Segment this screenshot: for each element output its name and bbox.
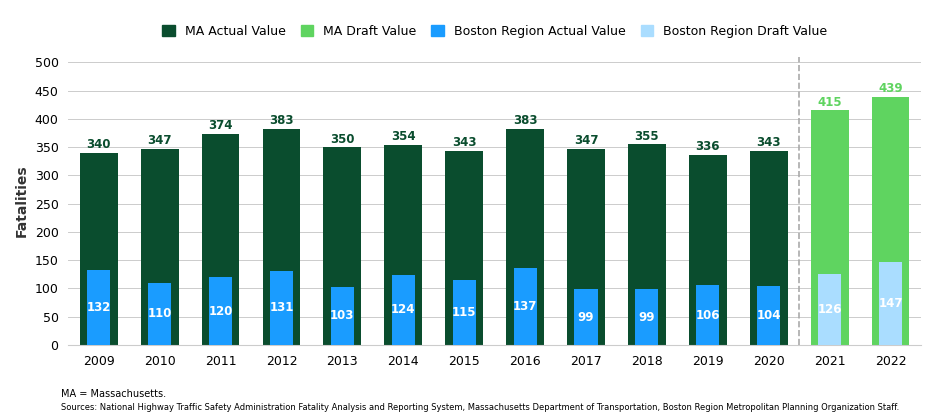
Bar (87, 270, 110, 345)
Bar (567, 149, 605, 345)
Bar (263, 129, 300, 345)
Text: Sources: National Highway Traffic Safety Administration Fatality Analysis and Re: Sources: National Highway Traffic Safety… (61, 403, 899, 412)
Bar (757, 286, 781, 345)
Text: 347: 347 (147, 134, 172, 147)
Text: 355: 355 (635, 130, 659, 143)
Text: MA = Massachusetts.: MA = Massachusetts. (61, 389, 166, 399)
Text: 126: 126 (817, 303, 841, 316)
Text: 137: 137 (513, 300, 537, 313)
Text: 99: 99 (638, 310, 655, 324)
Text: 343: 343 (452, 136, 476, 149)
Bar (80, 153, 118, 345)
Bar (209, 277, 232, 345)
Text: 115: 115 (452, 306, 476, 319)
Text: 103: 103 (330, 310, 355, 322)
Text: 343: 343 (756, 136, 781, 149)
Bar (696, 285, 720, 345)
Bar (201, 134, 240, 345)
Text: 347: 347 (574, 134, 598, 147)
Text: 106: 106 (695, 309, 720, 322)
Bar (750, 151, 787, 345)
Bar (811, 111, 849, 345)
Text: 354: 354 (391, 130, 416, 143)
Bar (636, 289, 659, 345)
Bar (330, 287, 354, 345)
Text: 99: 99 (578, 310, 594, 324)
Text: 383: 383 (513, 114, 537, 127)
Text: 439: 439 (878, 82, 903, 95)
Text: 120: 120 (209, 305, 233, 317)
Bar (506, 129, 544, 345)
Bar (514, 267, 536, 345)
Text: 350: 350 (330, 133, 355, 146)
Text: 124: 124 (391, 303, 416, 317)
Bar (879, 262, 902, 345)
Bar (575, 289, 597, 345)
Bar (270, 271, 293, 345)
Bar (391, 275, 415, 345)
Bar (818, 274, 841, 345)
Y-axis label: Fatalities: Fatalities (15, 165, 29, 237)
Text: 415: 415 (817, 96, 842, 109)
Bar (324, 147, 361, 345)
Bar (628, 144, 665, 345)
Text: 104: 104 (756, 309, 781, 322)
Text: 110: 110 (148, 307, 172, 320)
Bar (453, 280, 475, 345)
Text: 132: 132 (86, 301, 111, 314)
Bar (148, 283, 171, 345)
Bar (446, 151, 483, 345)
Bar (689, 155, 726, 345)
Text: 336: 336 (695, 141, 720, 154)
Text: 383: 383 (270, 114, 294, 127)
Text: 340: 340 (86, 138, 111, 151)
Bar (385, 145, 422, 345)
Text: 131: 131 (270, 302, 294, 314)
Text: 374: 374 (209, 119, 233, 132)
Bar (871, 97, 910, 345)
Text: 147: 147 (878, 297, 903, 310)
Bar (140, 149, 179, 345)
Legend: MA Actual Value, MA Draft Value, Boston Region Actual Value, Boston Region Draft: MA Actual Value, MA Draft Value, Boston … (157, 20, 832, 43)
